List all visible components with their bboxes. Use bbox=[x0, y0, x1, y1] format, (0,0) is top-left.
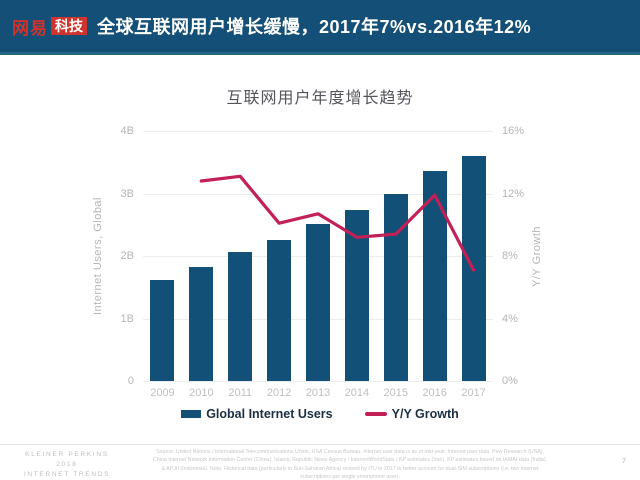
right-tick-4%: 4% bbox=[502, 312, 518, 325]
gridline bbox=[143, 193, 493, 195]
left-tick-0: 0 bbox=[127, 375, 134, 387]
year-label-2011: 2011 bbox=[228, 387, 253, 399]
plot-area bbox=[143, 131, 493, 382]
year-label-2013: 2013 bbox=[305, 387, 331, 399]
kleiner-perkins-brand: KLEINER PERKINS 2018 INTERNET TRENDS bbox=[8, 450, 126, 480]
legend-item-line: Y/Y Growth bbox=[364, 407, 459, 421]
left-axis-ticks: 4B 3B 2B 1B 0 bbox=[92, 126, 134, 387]
brand-line: INTERNET TRENDS bbox=[23, 471, 111, 479]
tech-logo-badge: 科技 bbox=[51, 16, 87, 36]
right-tick-0%: 0% bbox=[502, 375, 518, 387]
year-label-2016: 2016 bbox=[422, 387, 447, 399]
left-tick-3B: 3B bbox=[120, 187, 134, 200]
right-tick-8%: 8% bbox=[502, 250, 518, 262]
footer-divider bbox=[0, 444, 640, 445]
year-label-2010: 2010 bbox=[189, 387, 214, 399]
growth-line-layer bbox=[199, 174, 476, 272]
left-tick-1B: 1B bbox=[120, 312, 134, 325]
gridline bbox=[143, 381, 493, 382]
line-swatch-icon bbox=[364, 412, 387, 416]
page-number: 7 bbox=[621, 456, 626, 465]
right-tick-16%: 16% bbox=[502, 125, 525, 137]
year-label-2012: 2012 bbox=[266, 387, 292, 399]
slide-title: 全球互联网用户增长缓慢，2017年7%vs.2016年12% bbox=[97, 17, 532, 37]
bar-2012 bbox=[267, 239, 292, 381]
legend-item-bars: Global Internet Users bbox=[181, 407, 333, 421]
left-tick-4B: 4B bbox=[120, 125, 134, 137]
bar-2009 bbox=[150, 280, 175, 381]
source-note: Source: United Nations / International T… bbox=[152, 449, 548, 480]
gridline bbox=[143, 131, 493, 132]
year-label-2009: 2009 bbox=[150, 387, 175, 399]
legend-label-bars: Global Internet Users bbox=[206, 407, 333, 421]
legend: Global Internet Users Y/Y Growth bbox=[0, 407, 640, 421]
left-tick-2B: 2B bbox=[120, 250, 134, 262]
bar-2011 bbox=[228, 252, 253, 381]
year-label-2015: 2015 bbox=[383, 387, 409, 399]
netease-tech-logo: 网易 科技 bbox=[12, 14, 87, 39]
year-label-2014: 2014 bbox=[344, 387, 370, 399]
bar-2013 bbox=[306, 223, 330, 381]
bar-2016 bbox=[422, 171, 447, 381]
yy-growth-line bbox=[199, 174, 476, 272]
legend-label-line: Y/Y Growth bbox=[391, 407, 459, 421]
year-label-2017: 2017 bbox=[461, 387, 486, 399]
netease-logo-text: 网易 bbox=[12, 18, 48, 38]
right-axis-ticks: 16% 12% 8% 4% 0% bbox=[502, 126, 544, 387]
x-axis-labels: 2009 2010 2011 2012 2013 2014 2015 2016 2017 bbox=[143, 387, 493, 399]
bar-swatch-icon bbox=[181, 410, 202, 418]
chart-title: 互联网用户年度增长趋势 bbox=[226, 90, 414, 107]
brand-line: 2018 bbox=[56, 461, 78, 469]
bar-2010 bbox=[189, 267, 214, 381]
right-tick-12%: 12% bbox=[502, 187, 525, 200]
brand-line: KLEINER PERKINS bbox=[25, 451, 109, 458]
header-bar: 网易 科技 全球互联网用户增长缓慢，2017年7%vs.2016年12% bbox=[0, 0, 640, 55]
